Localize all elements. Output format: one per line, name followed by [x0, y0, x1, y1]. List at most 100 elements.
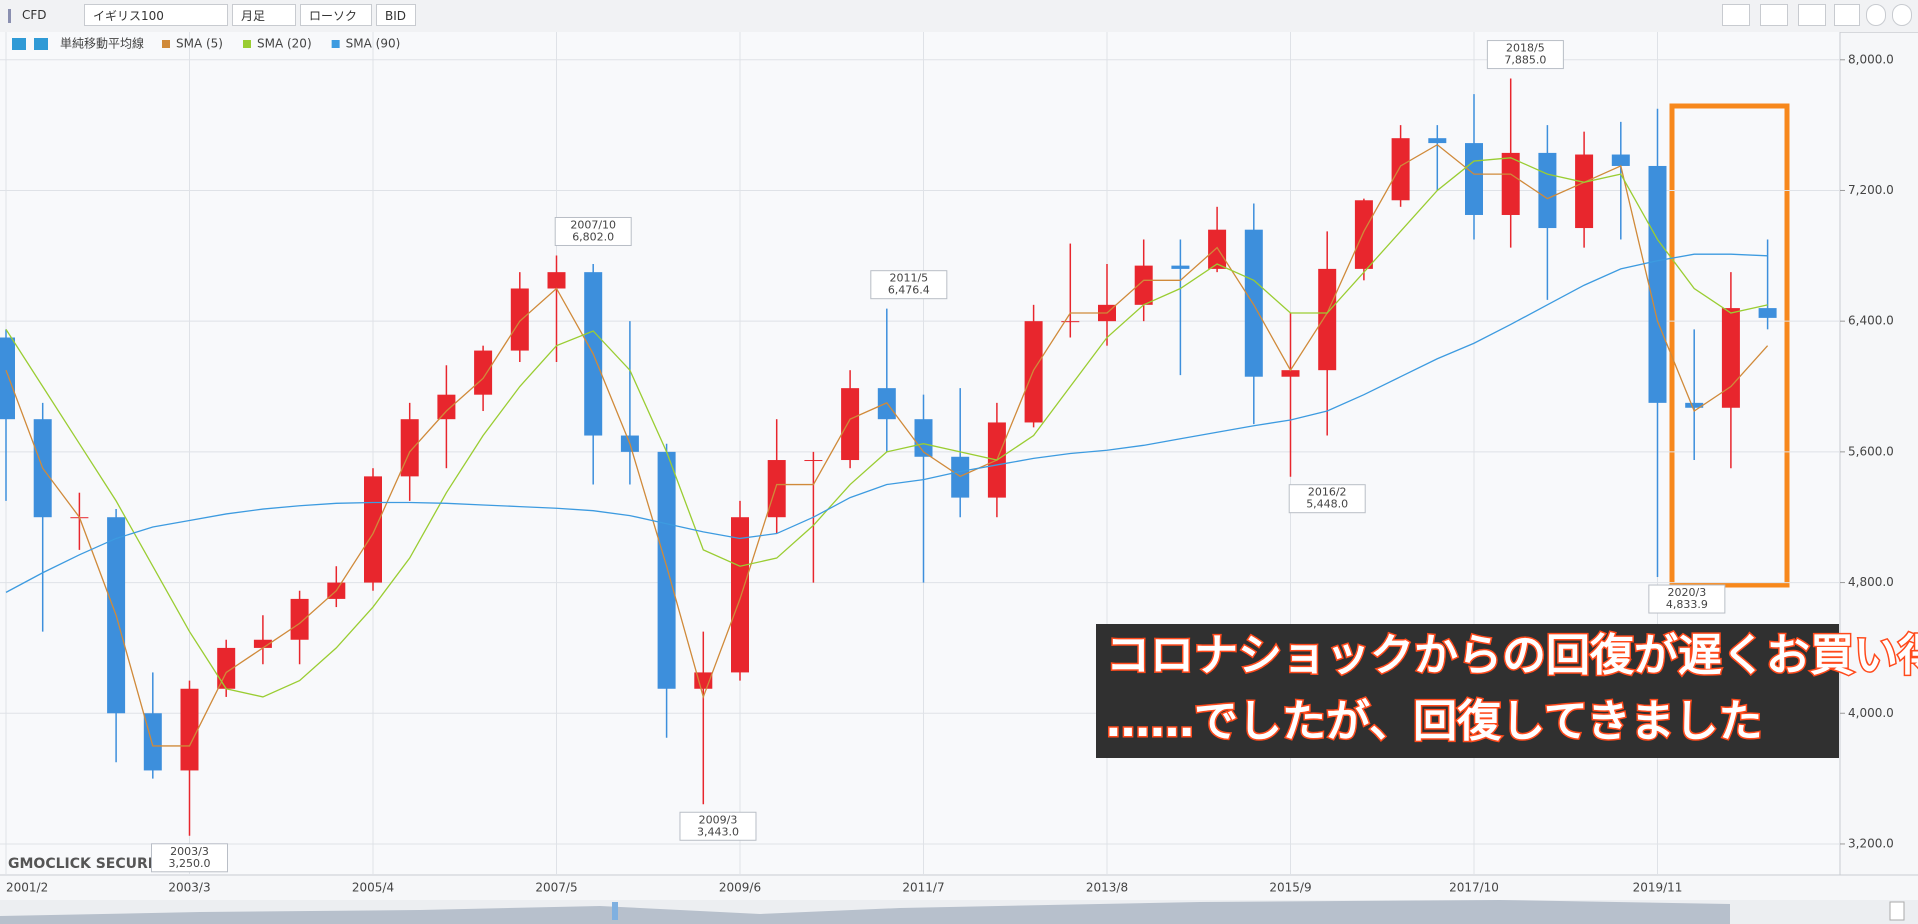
- candle-body: [1171, 265, 1190, 269]
- callout-text: ……でしたが、回復してきました: [1106, 696, 1762, 747]
- x-tick-label: 2015/9: [1269, 881, 1311, 895]
- annotation-box: [554, 216, 632, 246]
- y-tick-label: 3,200.0: [1848, 836, 1894, 850]
- market: CFD: [22, 8, 47, 22]
- legend-label: SMA (20): [257, 37, 312, 51]
- x-tick-label: 2009/6: [719, 881, 761, 895]
- icon[interactable]: [12, 38, 26, 50]
- candle-body: [1391, 138, 1410, 201]
- tool-button[interactable]: [1866, 4, 1886, 26]
- candle-body: [1611, 154, 1630, 166]
- legend-swatch: [162, 40, 170, 48]
- callout: コロナショックからの回復が遅くお買い得 ……でしたが、回復してきました: [1096, 624, 1918, 758]
- candle-body: [951, 456, 970, 498]
- candle-body: [804, 460, 823, 462]
- annotation-box: [151, 843, 228, 873]
- sma-line: [5, 253, 1768, 593]
- navigator-handle[interactable]: [1889, 901, 1905, 921]
- candle-body: [1281, 370, 1300, 377]
- candle-body: [1501, 152, 1520, 215]
- x-tick-label: 2007/5: [535, 881, 577, 895]
- candle-body: [1758, 308, 1777, 318]
- annotation-date: 2020/3: [1668, 586, 1707, 599]
- annotation-date: 2007/10: [570, 218, 616, 231]
- annotation-value: 3,443.0: [697, 825, 739, 838]
- annotation-date: 2018/5: [1506, 42, 1545, 55]
- x-tick-label: 2017/10: [1449, 881, 1499, 895]
- price-select[interactable]: BID: [376, 4, 416, 26]
- candle-body: [1575, 154, 1594, 229]
- candle-body: [1685, 402, 1704, 408]
- tool-button[interactable]: [1722, 4, 1750, 26]
- annotation-date: 2016/2: [1308, 486, 1347, 499]
- toolbar: CFD イギリス100 月足 ローソク BID: [0, 0, 1918, 33]
- candle-body: [657, 451, 676, 689]
- candle-body: [0, 337, 15, 420]
- candle-body: [547, 272, 566, 289]
- candle-body: [841, 388, 860, 461]
- annotation-date: 2009/3: [699, 813, 738, 826]
- navigator-area: [0, 900, 1730, 924]
- candle-body: [1538, 152, 1557, 229]
- style-select[interactable]: ローソク: [300, 4, 372, 26]
- candle-body: [731, 517, 749, 673]
- candle-body: [767, 460, 786, 518]
- annotation-date: 2011/5: [889, 272, 928, 285]
- candle-body: [437, 394, 456, 420]
- y-tick-label: 4,800.0: [1848, 575, 1894, 589]
- legend-label: SMA (90): [346, 37, 401, 51]
- symbol-select[interactable]: イギリス100: [84, 4, 228, 26]
- timeframe-select[interactable]: 月足: [232, 4, 296, 26]
- candle-body: [217, 647, 236, 689]
- tool-button[interactable]: [1834, 4, 1860, 26]
- sma-line: [5, 143, 1769, 747]
- tool-button[interactable]: [1798, 4, 1826, 26]
- annotation-value: 7,885.0: [1504, 54, 1546, 67]
- x-tick-label: 2003/3: [168, 881, 210, 895]
- x-tick-label: 2005/4: [352, 881, 394, 895]
- annotation-value: 6,476.4: [888, 284, 930, 297]
- y-tick-label: 8,000.0: [1848, 52, 1894, 66]
- candle-body: [1428, 138, 1447, 144]
- y-tick-label: 4,000.0: [1848, 706, 1894, 720]
- legend-label: SMA (5): [176, 37, 223, 51]
- candle-body: [1134, 265, 1153, 305]
- candle-body: [290, 598, 309, 640]
- close-button[interactable]: [1892, 4, 1912, 26]
- icon: [8, 9, 11, 23]
- callout-text: コロナショックからの回復が遅くお買い得: [1106, 630, 1918, 681]
- y-tick-label: 6,400.0: [1848, 314, 1894, 328]
- x-tick-label: 2019/11: [1633, 881, 1683, 895]
- icon[interactable]: [34, 38, 48, 50]
- callout-bg: [1096, 624, 1839, 758]
- candle-body: [1354, 200, 1373, 269]
- annotation-box: [1486, 40, 1564, 70]
- candle-body: [400, 419, 419, 477]
- x-tick-label: 2011/7: [902, 881, 944, 895]
- y-tick-label: 5,600.0: [1848, 444, 1894, 458]
- candle-body: [474, 350, 493, 395]
- navigator-handle[interactable]: [612, 902, 618, 920]
- sma-line: [5, 157, 1768, 698]
- annotation-value: 5,448.0: [1306, 498, 1348, 511]
- annotation-box: [1648, 584, 1726, 614]
- annotation-value: 6,802.0: [572, 230, 614, 243]
- x-tick-label: 2013/8: [1086, 881, 1128, 895]
- annotation-value: 3,250.0: [169, 857, 211, 870]
- candle-body: [1208, 229, 1227, 269]
- tool-button[interactable]: [1760, 4, 1788, 26]
- candle-body: [180, 688, 199, 771]
- candle-body: [1244, 229, 1263, 377]
- candle-body: [1648, 165, 1667, 403]
- legend-swatch: [243, 40, 251, 48]
- candle-body: [253, 639, 272, 648]
- x-tick-label: 2001/2: [6, 881, 48, 895]
- annotation-value: 4,833.9: [1666, 598, 1708, 611]
- annotation-box: [1288, 484, 1366, 514]
- indicator-label: 単純移動平均線: [60, 36, 144, 51]
- candle-body: [364, 476, 382, 583]
- y-tick-label: 7,200.0: [1848, 183, 1894, 197]
- candle-body: [914, 419, 933, 457]
- annotation-date: 2003/3: [170, 845, 209, 858]
